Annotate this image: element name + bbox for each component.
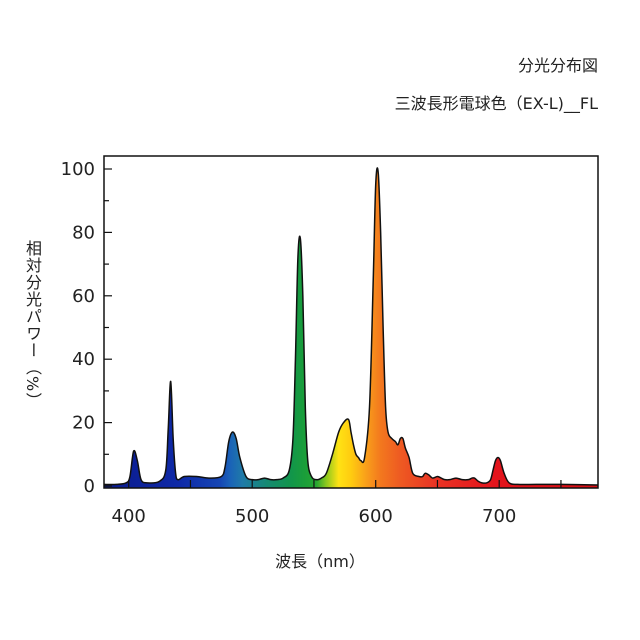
- x-tick-label: 500: [235, 506, 269, 527]
- x-axis-label: 波長（nm）: [275, 552, 365, 571]
- y-tick-label: 0: [84, 476, 95, 497]
- chart-title: 分光分布図: [517, 56, 598, 75]
- spectrum-area: [104, 167, 598, 488]
- y-tick-label: 60: [72, 286, 95, 307]
- x-tick-label: 600: [359, 506, 393, 527]
- x-tick-label: 400: [112, 506, 146, 527]
- y-tick-label: 20: [72, 413, 95, 434]
- chart-subtitle: 三波長形電球色（EX-L)__FL: [394, 94, 598, 113]
- plot-frame: [103, 155, 599, 489]
- y-tick-label: 40: [72, 349, 95, 370]
- y-tick-label: 80: [72, 222, 95, 243]
- y-tick-label: 100: [61, 159, 95, 180]
- x-tick-label: 700: [482, 506, 516, 527]
- y-axis: 0 20 40 60 80 100: [61, 159, 112, 497]
- y-axis-label: 相対分光パワー（%）: [23, 240, 42, 410]
- x-axis: 400 500 600 700: [112, 480, 562, 527]
- spectrum-line: [103, 167, 599, 486]
